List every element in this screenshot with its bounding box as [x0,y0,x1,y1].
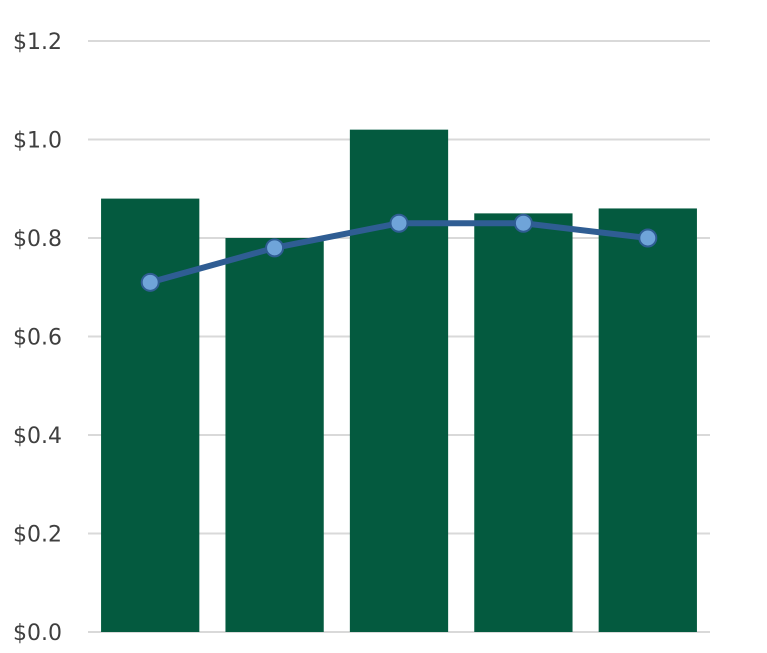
y-tick-label-4: $0.8 [13,227,62,252]
line-point-4 [638,228,658,248]
y-tick-label-2: $0.4 [13,424,62,449]
line-point-0 [140,272,160,292]
bar-4 [598,208,697,632]
line-point-1 [265,238,285,258]
y-tick-label-0: $0.0 [13,621,62,646]
bar-1 [225,238,324,632]
bar-3 [474,213,573,632]
y-tick-label-6: $1.2 [13,30,62,55]
bar-2 [349,129,449,632]
line-point-3 [513,213,533,233]
y-tick-label-5: $1.0 [13,129,62,154]
bar-0 [101,198,200,632]
line-points [140,213,658,292]
y-tick-label-3: $0.6 [13,326,62,351]
line-point-2 [389,213,409,233]
y-tick-label-1: $0.2 [13,523,62,548]
y-axis-ticks: $0.0 $0.2 $0.4 $0.6 $0.8 $1.0 $1.2 [13,30,62,646]
bar-series [101,129,697,632]
